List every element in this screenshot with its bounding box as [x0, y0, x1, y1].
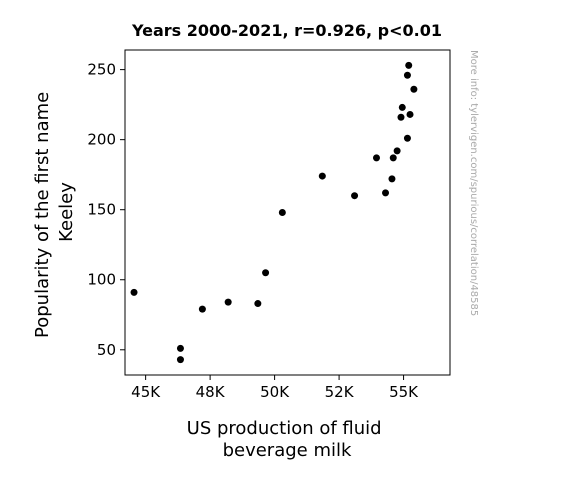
x-tick-label: 52K [325, 383, 355, 401]
svg-text:Popularity of the first name: Popularity of the first name Keeley [32, 86, 77, 338]
y-tick-label: 150 [87, 201, 116, 219]
x-axis-label: US production of fluid beverage milk [187, 418, 388, 461]
data-point [351, 192, 359, 200]
watermark-text: More info: tylervigen.com/spurious/corre… [468, 50, 479, 316]
data-points [130, 61, 418, 364]
y-axis-label-line-1: Popularity of the first name [32, 92, 53, 338]
data-point [198, 305, 206, 313]
y-axis-label-line-2: Keeley [56, 182, 77, 242]
x-axis-label-line-2: beverage milk [223, 440, 352, 461]
data-point [406, 110, 414, 118]
data-point [254, 300, 262, 308]
data-point [398, 103, 406, 111]
y-tick-label: 100 [87, 271, 116, 289]
data-point [403, 134, 411, 142]
data-point [176, 356, 184, 364]
data-point [130, 288, 138, 296]
y-axis: 50 100 150 200 250 [87, 61, 125, 359]
x-tick-label: 55K [389, 383, 419, 401]
y-tick-label: 50 [97, 341, 116, 359]
data-point [318, 172, 326, 180]
data-point [405, 61, 413, 69]
chart-title: Years 2000-2021, r=0.926, p<0.01 [131, 21, 442, 40]
x-axis-label-line-1: US production of fluid [187, 418, 382, 439]
data-point [403, 71, 411, 79]
y-tick-label: 200 [87, 131, 116, 149]
data-point [176, 344, 184, 352]
y-axis-label: Popularity of the first name Keeley [32, 86, 77, 338]
y-tick-label: 250 [87, 61, 116, 79]
data-point [382, 189, 390, 197]
data-point [372, 154, 380, 162]
x-tick-label: 50K [260, 383, 290, 401]
x-tick-label: 48K [196, 383, 226, 401]
data-point [224, 298, 232, 306]
data-point [278, 209, 286, 216]
x-axis: 45K 48K 50K 52K 55K [131, 375, 419, 401]
data-point [393, 147, 401, 155]
data-point [388, 175, 396, 183]
data-point [262, 269, 270, 277]
data-point [389, 154, 397, 162]
x-tick-label: 45K [131, 383, 161, 401]
data-point [397, 113, 405, 121]
watermark: More info: tylervigen.com/spurious/corre… [468, 50, 479, 316]
data-point [410, 85, 418, 93]
plot-area [124, 49, 451, 376]
